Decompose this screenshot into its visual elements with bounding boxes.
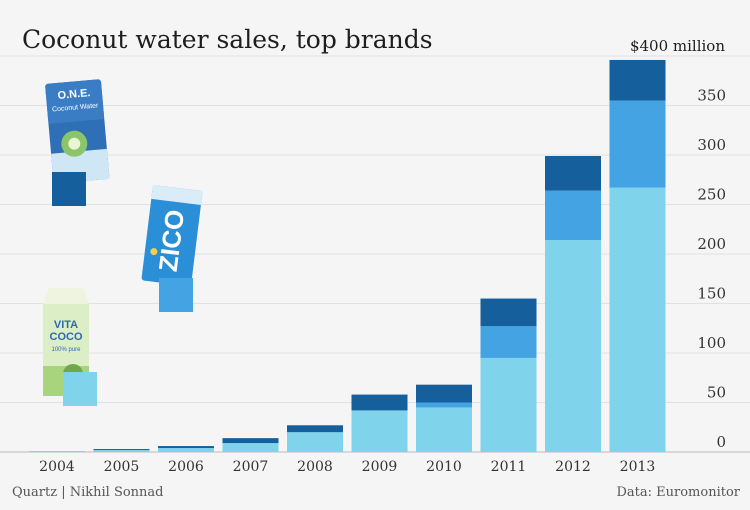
y-tick-label: 50 (707, 384, 726, 402)
chart-title: Coconut water sales, top brands (22, 25, 433, 54)
bar-segment (287, 425, 343, 433)
one-coconut-water-carton-image: O.N.E. Coconut Water (45, 79, 110, 184)
one-brand-text: O.N.E. (57, 87, 91, 102)
y-tick-label: 100 (697, 334, 726, 352)
bar-segment (158, 446, 214, 449)
x-tick-label: 2012 (555, 459, 591, 475)
bar-segment (480, 298, 537, 327)
x-tick-label: 2009 (362, 459, 398, 475)
bar-segment (93, 449, 150, 451)
x-tick-label: 2005 (104, 459, 140, 475)
bar-segment (351, 410, 408, 452)
y-tick-label: 0 (716, 433, 726, 451)
bar-segment (222, 438, 279, 444)
vita-coco-legend-swatch (63, 372, 97, 406)
bar-segment (416, 384, 472, 403)
bar-segment (480, 357, 537, 452)
bar-segment (29, 451, 85, 452)
bar-segment (351, 394, 408, 411)
y-tick-label: 250 (697, 186, 726, 204)
bar-segment (609, 59, 666, 101)
x-tick-label: 2007 (233, 459, 269, 475)
bars (29, 59, 666, 453)
vita-product-text: 100% pure (51, 347, 81, 353)
bar-segment (545, 240, 601, 452)
bar-segment (609, 187, 666, 453)
x-tick-label: 2010 (426, 459, 462, 475)
x-tick-label: 2004 (39, 459, 75, 475)
credit-text: Quartz | Nikhil Sonnad (12, 485, 164, 500)
y-tick-label: 150 (697, 285, 726, 303)
bar-segment (416, 407, 472, 452)
bar-segment (416, 402, 472, 408)
y-axis: 0 50 100 150 200 250 300 350 (697, 87, 726, 452)
y-axis-unit-label: $400 million (630, 37, 725, 55)
x-tick-label: 2006 (168, 459, 204, 475)
y-tick-label: 200 (697, 235, 726, 253)
legend: O.N.E. Coconut Water ZICO VITA COCO 100%… (43, 79, 203, 406)
y-tick-label: 350 (697, 87, 726, 105)
x-tick-label: 2013 (620, 459, 656, 475)
zico-legend-swatch (159, 278, 193, 312)
bar-segment (287, 432, 343, 452)
bar-segment (545, 155, 601, 191)
bar-segment (158, 448, 214, 452)
x-axis: 2004 2005 2006 2007 2008 2009 2010 2011 2012 2013 (39, 459, 655, 475)
source-text: Data: Euromonitor (616, 485, 740, 500)
bar-segment (545, 190, 601, 241)
one-legend-swatch (52, 172, 86, 206)
zico-carton-image: ZICO (141, 185, 203, 287)
bar-segment (609, 100, 666, 188)
coco-brand-text: COCO (50, 331, 83, 343)
gridlines (0, 55, 750, 453)
vita-brand-text: VITA (54, 319, 78, 331)
one-product-text: Coconut Water (52, 102, 100, 113)
bar-segment (480, 326, 537, 358)
y-tick-label: 300 (697, 136, 726, 154)
x-tick-label: 2011 (491, 459, 527, 475)
bar-segment (93, 450, 150, 452)
x-tick-label: 2008 (297, 459, 333, 475)
bar-segment (222, 443, 279, 452)
